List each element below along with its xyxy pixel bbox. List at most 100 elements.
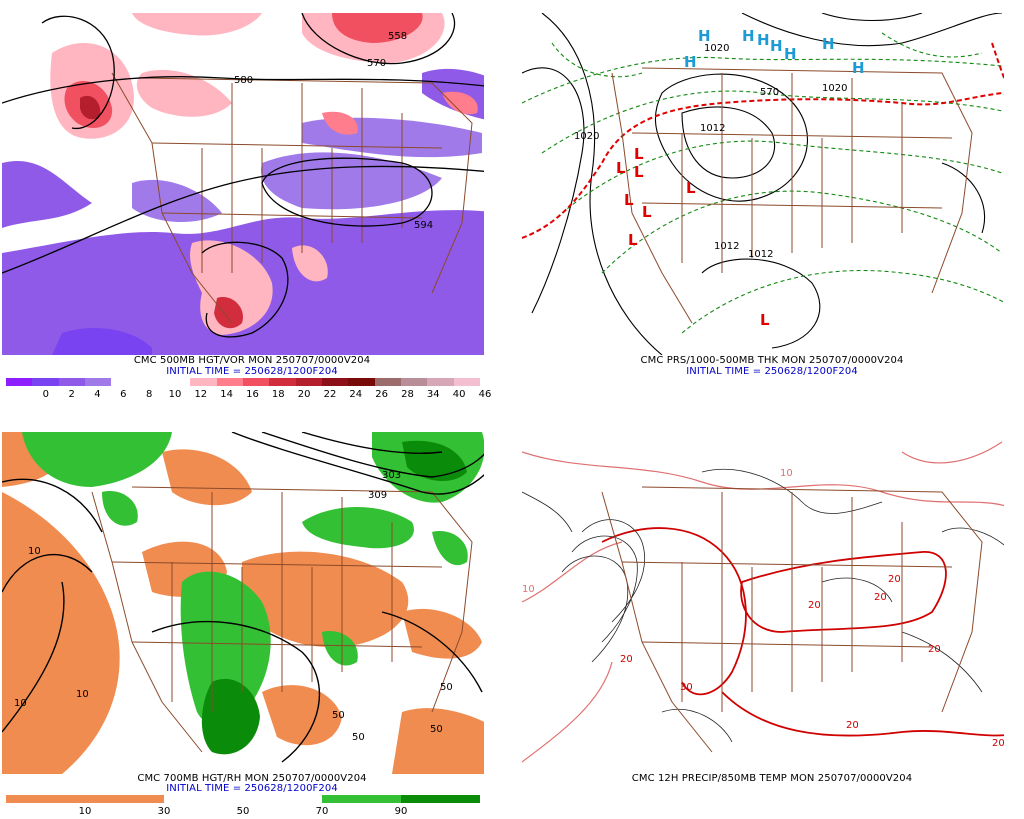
colorbar-swatch	[400, 378, 428, 386]
colorbar-tick-label: 8	[145, 389, 153, 400]
colorbar-swatch	[85, 795, 164, 803]
panel-700mb-hgt-rh: 303 309 10 10 10 50 50 50 50	[2, 432, 484, 774]
colorbar-swatch	[6, 378, 33, 386]
colorbar-swatch	[216, 378, 243, 386]
colorbar-tick-label: 70	[315, 806, 329, 817]
colorbar-swatch	[348, 378, 375, 386]
high-pressure-marker: H	[698, 27, 711, 45]
colorbar-tick-label: 22	[323, 389, 337, 400]
low-pressure-marker: L	[616, 159, 626, 177]
colorbar-swatch	[401, 795, 480, 803]
contour-label: 10	[780, 468, 793, 479]
high-pressure-marker: H	[822, 35, 835, 53]
high-pressure-marker: H	[742, 27, 755, 45]
colorbar-swatch	[137, 378, 164, 386]
low-pressure-marker: L	[634, 145, 644, 163]
colorbar-swatch	[242, 378, 270, 386]
panel-tl-title: CMC 500MB HGT/VOR MON 250707/0000V204	[133, 355, 371, 366]
high-pressure-marker: H	[852, 59, 865, 77]
contour-label: 570	[367, 58, 387, 69]
contour-label: 1020	[574, 131, 600, 142]
contour-label: 50	[352, 732, 365, 743]
colorbar-swatch	[243, 795, 322, 803]
contour-label: 558	[388, 31, 408, 42]
vorticity-colorbar-ticks: 0 2 4 6 8 10 12 14 16 18 20 22 24 26 28 34 40 46	[6, 389, 492, 401]
pressure-thickness-map	[522, 13, 1004, 355]
colorbar-tick-label: 46	[478, 389, 492, 400]
contour-label: 309	[368, 490, 388, 501]
contour-label: 50	[332, 710, 345, 721]
colorbar-tick-label: 30	[157, 806, 171, 817]
low-pressure-marker: L	[760, 311, 770, 329]
colorbar-tick-label: 0	[42, 389, 50, 400]
colorbar-tick-label: 40	[452, 389, 466, 400]
precip-temperature-map	[522, 432, 1004, 774]
contour-label: 1012	[748, 249, 774, 260]
panel-500mb-hgt-vor: 558 570 580 594	[2, 13, 484, 355]
colorbar-swatch	[190, 378, 217, 386]
colorbar-swatch	[269, 378, 296, 386]
panel-prs-thk: H H H H H H H H L L L L L L L L 1020 101…	[522, 13, 1004, 355]
contour-label: 10	[76, 689, 89, 700]
colorbar-swatch	[374, 378, 401, 386]
low-pressure-marker: L	[628, 231, 638, 249]
low-pressure-marker: L	[642, 203, 652, 221]
colorbar-tick-label: 50	[236, 806, 250, 817]
colorbar-swatch	[163, 378, 191, 386]
contour-label: 50	[430, 724, 443, 735]
contour-label: 303	[382, 470, 402, 481]
contour-label: 10	[14, 698, 27, 709]
colorbar-tick-label: 16	[246, 389, 259, 400]
colorbar-tick-label: 4	[94, 389, 101, 400]
colorbar-tick-label: 90	[394, 806, 408, 817]
contour-label: 594	[414, 220, 434, 231]
contour-label: 1012	[700, 123, 726, 134]
high-pressure-marker: H	[770, 37, 783, 55]
colorbar-swatch	[164, 795, 243, 803]
colorbar-swatch	[32, 378, 59, 386]
panel-bl-title: CMC 700MB HGT/RH MON 250707/0000V204	[137, 773, 367, 784]
colorbar-tick-label: 34	[426, 389, 440, 400]
colorbar-tick-label: 24	[349, 389, 363, 400]
contour-label: 20	[874, 592, 887, 603]
vorticity-colorbar	[6, 378, 480, 386]
contour-label: 30	[680, 682, 693, 693]
contour-label: 20	[620, 654, 633, 665]
contour-label: 20	[846, 720, 859, 731]
contour-label: 1020	[822, 83, 848, 94]
colorbar-tick-label: 20	[297, 389, 311, 400]
panel-precip-850mb-temp: 10 20 20 20 20 20 30 20 10 20	[522, 432, 1004, 774]
contour-label: 20	[928, 644, 941, 655]
contour-label: 580	[234, 75, 254, 86]
high-pressure-marker: H	[784, 45, 797, 63]
low-pressure-marker: L	[634, 163, 644, 181]
colorbar-swatch	[111, 378, 138, 386]
contour-label: 1012	[714, 241, 740, 252]
contour-label: 1020	[704, 43, 730, 54]
panel-tr-title: CMC PRS/1000-500MB THK MON 250707/0000V2…	[640, 355, 904, 366]
high-pressure-marker: H	[684, 53, 697, 71]
colorbar-tick-label: 2	[68, 389, 75, 400]
colorbar-swatch	[84, 378, 112, 386]
colorbar-tick-label: 18	[271, 389, 285, 400]
colorbar-swatch	[453, 378, 480, 386]
panel-bl-init-time: INITIAL TIME = 250628/1200F204	[166, 783, 338, 794]
colorbar-swatch	[321, 378, 349, 386]
high-pressure-marker: H	[757, 31, 770, 49]
panel-tl-init-time: INITIAL TIME = 250628/1200F204	[166, 366, 338, 377]
colorbar-tick-label: 6	[120, 389, 127, 400]
contour-label: 20	[888, 574, 901, 585]
vorticity-map	[2, 13, 484, 355]
contour-label: 20	[808, 600, 821, 611]
rh-colorbar-ticks: 10 30 50 70 90	[6, 806, 480, 818]
colorbar-tick-label: 28	[401, 389, 414, 400]
colorbar-tick-label: 26	[375, 389, 388, 400]
panel-br-title: CMC 12H PRECIP/850MB TEMP MON 250707/000…	[631, 773, 913, 784]
rh-colorbar	[6, 795, 480, 803]
contour-label: 570	[760, 87, 780, 98]
contour-label: 10	[522, 584, 535, 595]
contour-label: 10	[28, 546, 41, 557]
contour-label: 20	[992, 738, 1004, 749]
colorbar-swatch	[6, 795, 85, 803]
colorbar-swatch	[295, 378, 322, 386]
